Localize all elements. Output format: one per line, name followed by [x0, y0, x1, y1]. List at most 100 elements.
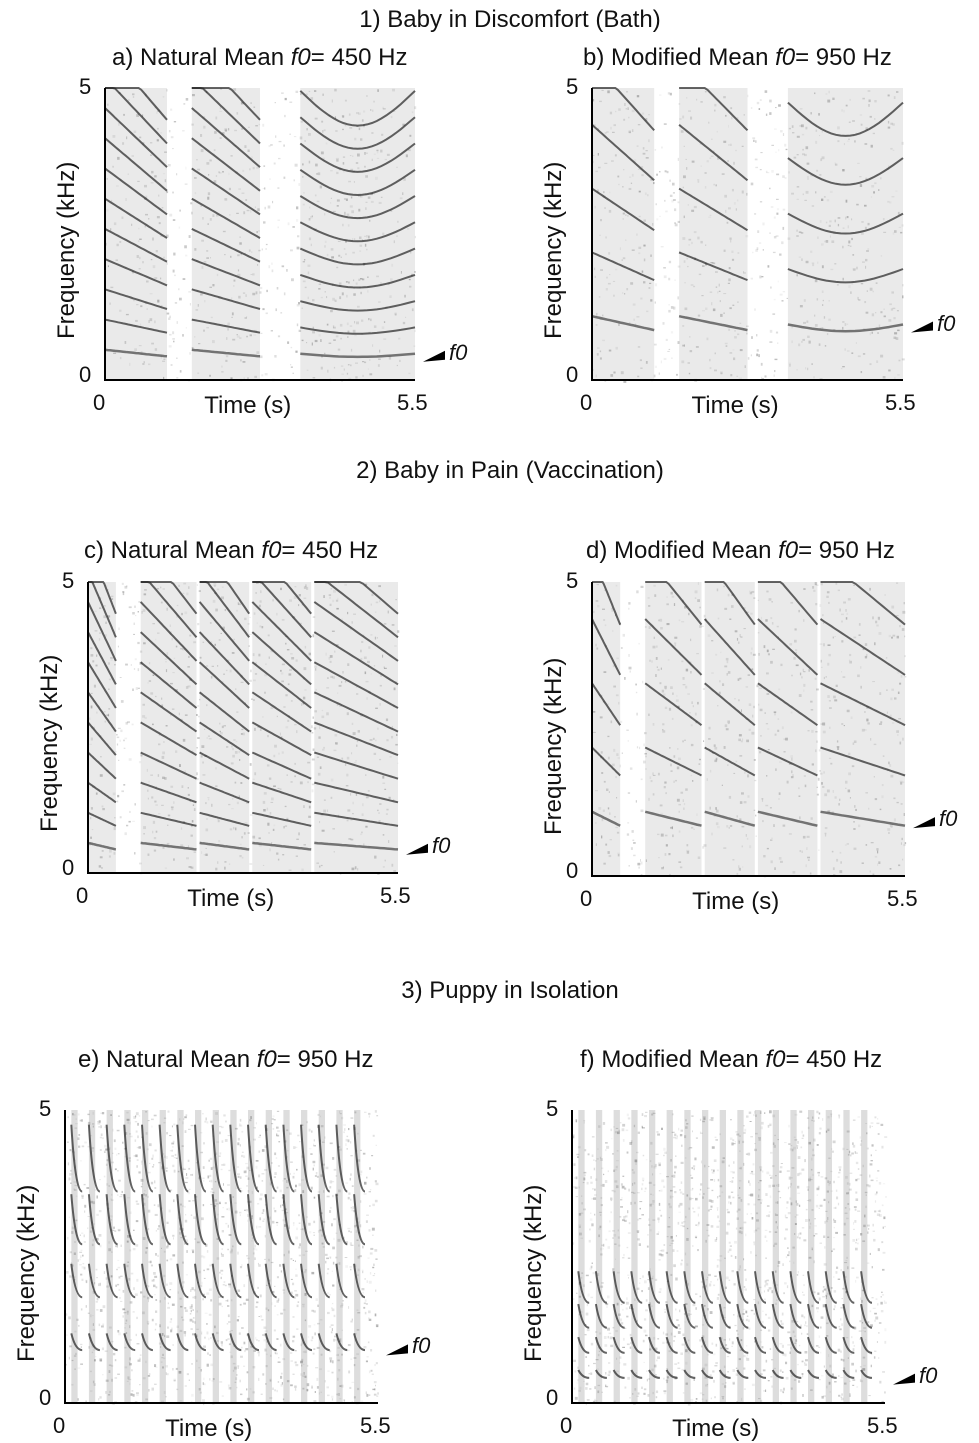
- harmonic-line: [251, 751, 312, 780]
- panel-title-c: c) Natural Mean f0= 450 Hz: [84, 537, 378, 565]
- spectrogram-noise: [65, 1110, 379, 1406]
- panel-title-suffix: = 450 Hz: [281, 537, 379, 564]
- harmonic-line: [335, 1333, 348, 1352]
- call-band: [861, 1110, 868, 1403]
- harmonic-line: [630, 1369, 643, 1379]
- axes-lines: [571, 1110, 885, 1404]
- panel-title-f: f) Modified Mean f0= 450 Hz: [580, 1046, 882, 1074]
- harmonic-line: [105, 87, 168, 121]
- axes-lines: [591, 88, 903, 381]
- harmonic-line: [191, 258, 261, 287]
- harmonic-line: [264, 1263, 277, 1299]
- harmonic-line: [824, 1369, 837, 1379]
- harmonic-line: [317, 1263, 330, 1299]
- harmonic-line: [771, 1303, 784, 1329]
- harmonic-line: [282, 1194, 295, 1246]
- call-band: [843, 1110, 850, 1403]
- harmonic-line: [191, 197, 261, 239]
- harmonic-line: [335, 1194, 348, 1246]
- harmonic-line: [313, 661, 399, 709]
- harmonic-line: [757, 810, 818, 827]
- harmonic-line: [842, 1336, 855, 1354]
- harmonic-line: [820, 581, 906, 626]
- call-band: [825, 1110, 832, 1403]
- harmonic-line: [860, 1271, 873, 1304]
- call-band: [649, 1110, 656, 1403]
- harmonic-line: [199, 841, 250, 851]
- harmonic-line: [300, 300, 416, 312]
- spectrogram-noise: [592, 89, 905, 383]
- harmonic-line: [198, 631, 250, 686]
- harmonic-line: [140, 751, 197, 780]
- harmonic-line: [199, 581, 251, 615]
- harmonic-line: [252, 811, 312, 827]
- harmonic-line: [335, 1124, 348, 1193]
- harmonic-line: [860, 1303, 873, 1329]
- call-band: [808, 1110, 815, 1403]
- x-tick-min: 0: [580, 886, 593, 911]
- harmonic-line: [842, 1303, 855, 1329]
- harmonic-line: [299, 195, 416, 220]
- harmonic-line: [211, 1194, 225, 1246]
- harmonic-line: [754, 1271, 767, 1304]
- harmonic-line: [704, 682, 756, 726]
- f0-annotation: f0: [412, 1333, 431, 1359]
- harmonic-line: [87, 781, 117, 804]
- harmonic-line: [87, 841, 117, 851]
- harmonic-line: [299, 273, 416, 289]
- harmonic-line: [665, 1271, 678, 1304]
- harmonic-line: [247, 1333, 260, 1352]
- harmonic-line: [191, 137, 261, 192]
- harmonic-line: [141, 1194, 154, 1246]
- harmonic-line: [648, 1271, 661, 1304]
- harmonic-line: [194, 1333, 207, 1352]
- harmonic-line: [757, 618, 819, 676]
- harmonic-line: [264, 1124, 278, 1193]
- harmonic-line: [314, 781, 399, 804]
- call-band: [631, 1110, 638, 1403]
- panel-title-prefix: f) Modified Mean: [580, 1046, 766, 1073]
- harmonic-line: [591, 618, 622, 676]
- harmonic-line: [176, 1263, 189, 1299]
- harmonic-line: [678, 251, 748, 282]
- harmonic-contours: [591, 581, 906, 876]
- harmonic-line: [211, 1333, 224, 1352]
- panel-title-prefix: d) Modified Mean: [586, 537, 779, 564]
- harmonic-line: [612, 1303, 625, 1329]
- call-band: [336, 1110, 343, 1403]
- call-band: [595, 1110, 603, 1403]
- harmonic-line: [736, 1271, 749, 1304]
- syllable-band: [820, 582, 905, 876]
- x-tick-min: 0: [580, 390, 593, 415]
- harmonic-line: [317, 1194, 331, 1246]
- harmonic-line: [141, 1333, 154, 1352]
- call-band: [142, 1110, 149, 1403]
- panel-title-var: f0: [261, 537, 282, 564]
- harmonic-line: [789, 1336, 802, 1354]
- section-title-2: 2) Baby in Pain (Vaccination): [356, 457, 664, 484]
- harmonic-line: [353, 1263, 366, 1299]
- harmonic-line: [191, 348, 261, 358]
- harmonic-line: [591, 314, 655, 332]
- harmonic-line: [194, 1263, 207, 1299]
- harmonic-line: [199, 751, 250, 780]
- harmonic-line: [140, 811, 197, 827]
- harmonic-line: [718, 1369, 731, 1379]
- harmonic-line: [789, 1369, 802, 1379]
- harmonic-line: [771, 1369, 784, 1379]
- f0-annotation: f0: [449, 339, 468, 365]
- harmonic-line: [789, 1303, 802, 1329]
- harmonic-line: [247, 1124, 260, 1193]
- harmonic-line: [612, 1369, 625, 1379]
- y-tick-max: 5: [566, 568, 579, 593]
- harmonic-line: [70, 1124, 83, 1193]
- x-axis-label: Time (s): [165, 1415, 253, 1442]
- y-tick-min: 0: [566, 858, 579, 883]
- axes-lines: [64, 1110, 378, 1404]
- harmonic-line: [648, 1303, 661, 1329]
- harmonic-line: [87, 1124, 101, 1193]
- harmonic-line: [771, 1271, 784, 1304]
- y-tick-min: 0: [39, 1385, 52, 1410]
- harmonic-line: [264, 1194, 278, 1246]
- harmonic-line: [644, 810, 702, 827]
